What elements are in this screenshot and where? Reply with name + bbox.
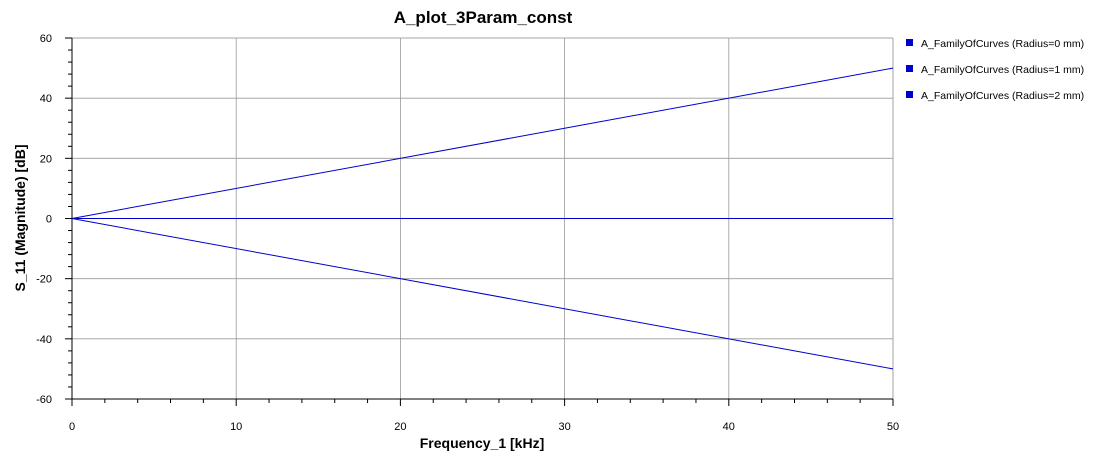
y-tick-label-0: -60 xyxy=(36,394,52,406)
y-tick-label-2: -20 xyxy=(36,274,52,286)
legend: A_FamilyOfCurves (Radius=0 mm) A_FamilyOf… xyxy=(906,38,1084,102)
x-tick-label-4: 40 xyxy=(723,421,735,433)
x-tick-label-2: 20 xyxy=(394,421,406,433)
legend-label-2: A_FamilyOfCurves (Radius=2 mm) xyxy=(921,90,1084,102)
x-tick-label-1: 10 xyxy=(230,421,242,433)
legend-label-0: A_FamilyOfCurves (Radius=0 mm) xyxy=(921,38,1084,50)
y-axis-label: S_11 (Magnitude) [dB] xyxy=(12,144,28,291)
legend-marker-0 xyxy=(906,39,913,46)
y-tick-label-6: 60 xyxy=(40,33,52,45)
plot-area: 0 10 20 30 40 50 -60 -40 -20 0 20 40 60 xyxy=(36,33,899,433)
y-tick-label-5: 40 xyxy=(40,93,52,105)
x-axis-label: Frequency_1 [kHz] xyxy=(420,435,544,451)
y-tick-label-3: 0 xyxy=(46,214,52,226)
chart-title: A_plot_3Param_const xyxy=(394,8,573,27)
legend-label-1: A_FamilyOfCurves (Radius=1 mm) xyxy=(921,64,1084,76)
y-tick-label-4: 20 xyxy=(40,153,52,165)
legend-marker-1 xyxy=(906,65,913,72)
x-tick-label-3: 30 xyxy=(558,421,570,433)
x-tick-label-5: 50 xyxy=(887,421,899,433)
x-tick-label-0: 0 xyxy=(69,421,75,433)
legend-marker-2 xyxy=(906,91,913,98)
series-line-1 xyxy=(71,67,894,219)
series-line-2 xyxy=(71,218,894,370)
y-tick-label-1: -40 xyxy=(36,334,52,346)
